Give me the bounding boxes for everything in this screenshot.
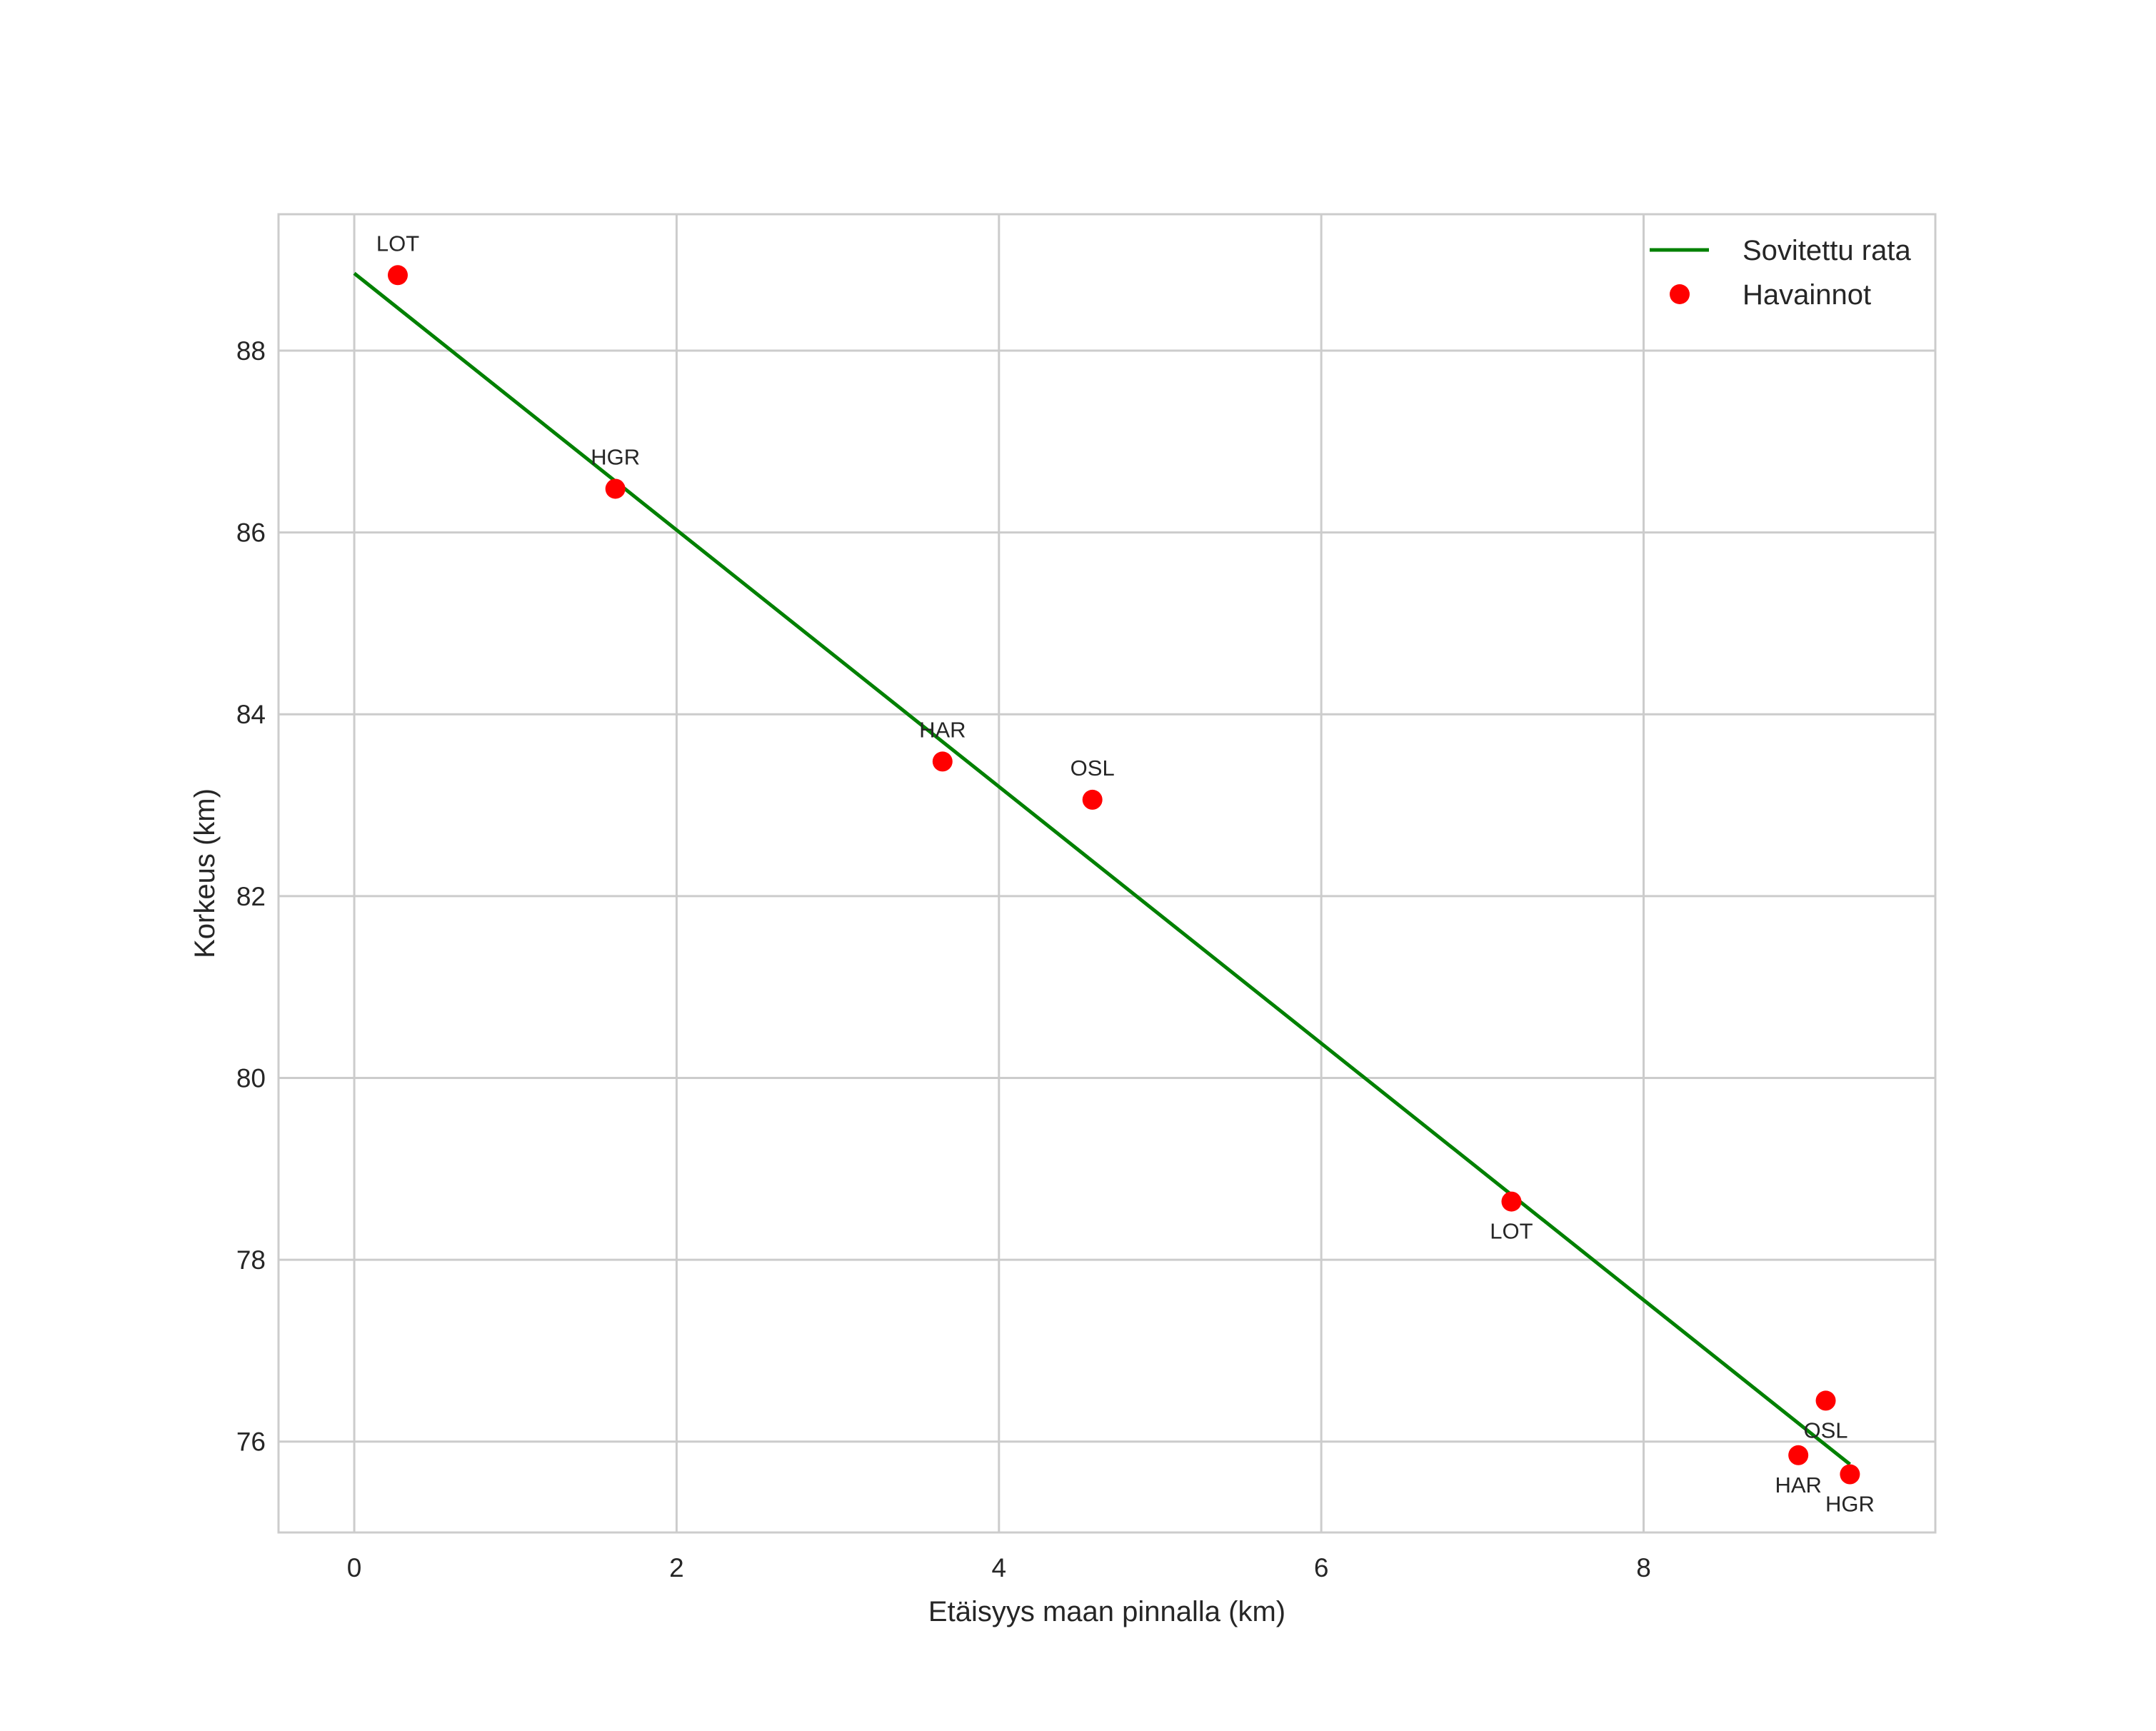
observation-point bbox=[1501, 1191, 1522, 1212]
observation-point bbox=[1788, 1445, 1809, 1465]
x-tick-label: 0 bbox=[347, 1553, 362, 1582]
plot-area-frame bbox=[277, 213, 1937, 1534]
observation-point bbox=[1082, 789, 1103, 810]
y-tick-label: 86 bbox=[236, 518, 266, 548]
observation-point bbox=[1815, 1390, 1836, 1411]
observation-point bbox=[388, 265, 408, 286]
observation-point bbox=[1840, 1464, 1860, 1485]
legend-dot-swatch bbox=[1670, 284, 1690, 304]
legend-label-fit: Sovitettu rata bbox=[1743, 235, 1911, 266]
data-series bbox=[353, 265, 1860, 1485]
station-label: OSL bbox=[1804, 1418, 1848, 1442]
y-tick-label: 76 bbox=[236, 1428, 266, 1457]
legend-label-observations: Havainnot bbox=[1743, 279, 1871, 311]
x-tick-label: 6 bbox=[1314, 1553, 1329, 1582]
y-tick-label: 88 bbox=[236, 336, 266, 366]
y-axis-ticks: 76 78 80 82 84 86 88 bbox=[236, 336, 266, 1457]
station-label: LOT bbox=[1490, 1219, 1533, 1244]
x-axis-label: Etäisyys maan pinnalla (km) bbox=[928, 1596, 1285, 1627]
y-tick-label: 82 bbox=[236, 882, 266, 911]
x-axis-ticks: 0 2 4 6 8 bbox=[347, 1553, 1651, 1582]
x-tick-label: 4 bbox=[992, 1553, 1007, 1582]
y-tick-label: 84 bbox=[236, 700, 266, 729]
observation-point bbox=[605, 478, 626, 499]
station-label: LOT bbox=[376, 231, 419, 256]
x-tick-label: 2 bbox=[669, 1553, 684, 1582]
station-label: HGR bbox=[591, 444, 640, 469]
station-label: HAR bbox=[1775, 1472, 1821, 1497]
grid-lines bbox=[279, 214, 1935, 1532]
station-label: OSL bbox=[1071, 756, 1115, 781]
station-label: HAR bbox=[919, 717, 966, 742]
y-axis-label: Korkeus (km) bbox=[189, 788, 221, 958]
legend: Sovitettu rata Havainnot bbox=[1650, 235, 1911, 311]
fitted-trajectory-line bbox=[353, 271, 1851, 1466]
y-tick-label: 80 bbox=[236, 1063, 266, 1093]
observation-point bbox=[932, 751, 953, 772]
x-tick-label: 8 bbox=[1636, 1553, 1651, 1582]
y-tick-label: 78 bbox=[236, 1245, 266, 1275]
station-label: HGR bbox=[1825, 1492, 1875, 1517]
